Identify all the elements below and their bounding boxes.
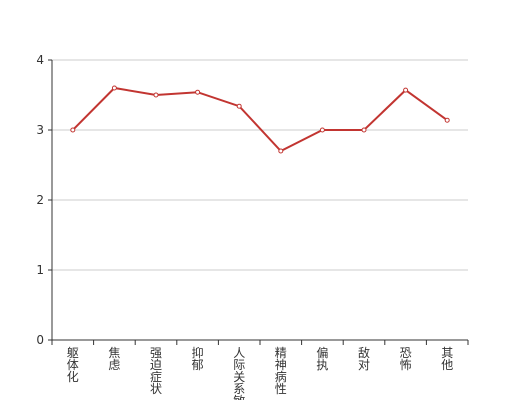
x-tick-label: 偏执 [316,345,328,372]
x-tick-label: 焦虑 [108,346,120,372]
point [153,92,159,98]
x-tick-label: 恐怖 [400,346,412,372]
x-tick-label: 人际关系敏感 [233,346,245,400]
point [236,103,242,109]
x-tick-label: 精神病性 [275,346,287,396]
y-tick-label: 1 [36,263,44,277]
y-tick-label: 2 [36,193,44,207]
x-tick-label: 其他 [441,346,453,372]
point [195,89,201,95]
line [72,86,448,153]
point [444,117,450,123]
point [70,127,76,133]
x-tick-label: 抑郁 [192,345,204,372]
y-tick-label: 3 [36,123,44,137]
y-tick-label: 4 [36,53,44,67]
x-tick-label: 敌对 [358,345,370,372]
point [361,127,367,133]
point [278,148,284,154]
point [111,85,117,91]
point [319,127,325,133]
y-tick-label: 0 [36,333,44,347]
point [403,87,409,93]
x-tick-label: 躯体化 [67,345,79,384]
x-tick-label: 强迫症状 [150,346,162,396]
